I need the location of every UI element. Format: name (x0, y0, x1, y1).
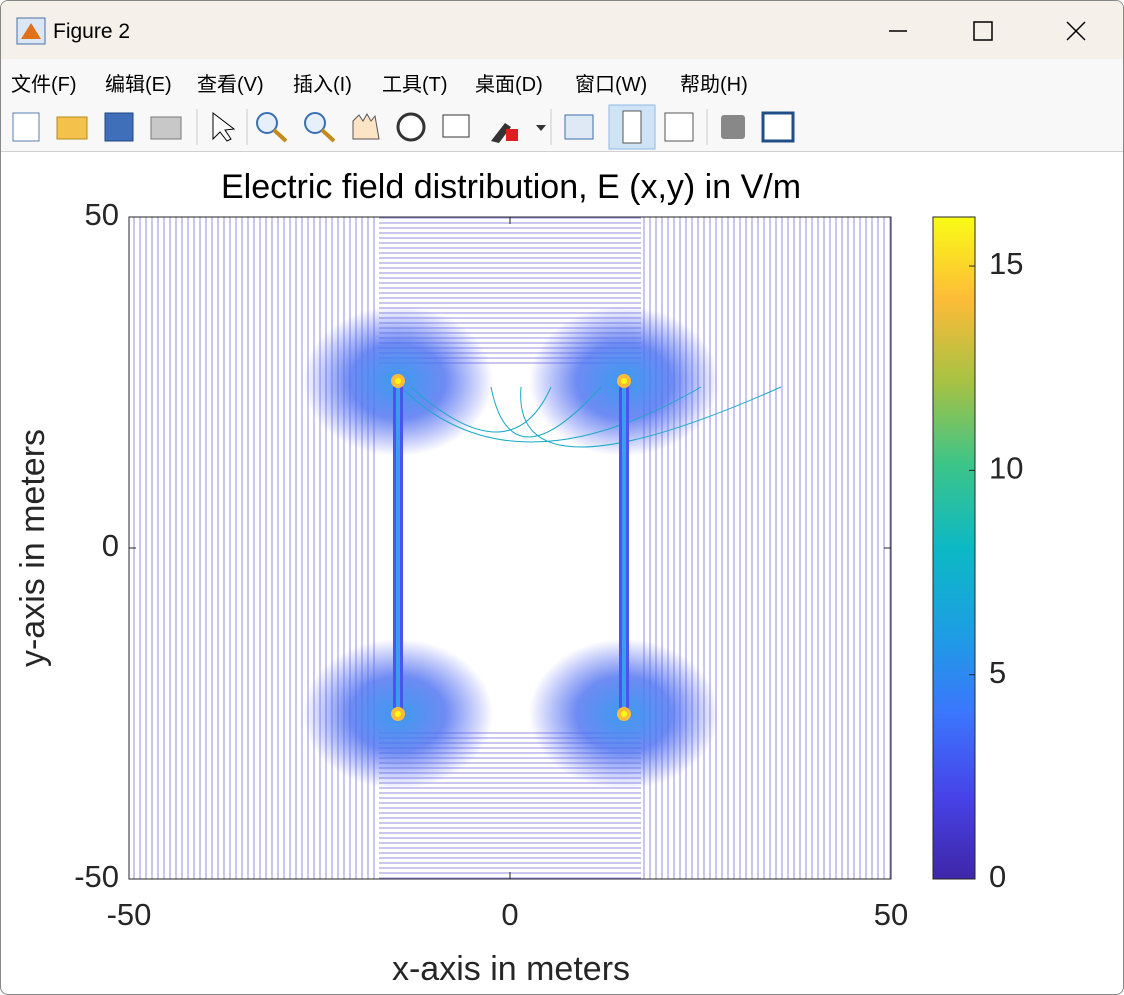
zoom-out-button[interactable] (304, 112, 326, 134)
hide-plot-tools-button[interactable] (721, 115, 745, 139)
pointer-button[interactable] (212, 111, 236, 142)
inner-contour (400, 386, 702, 443)
maximize-button[interactable] (973, 21, 993, 41)
colorbar (932, 216, 976, 880)
colorbar-tick-label: 0 (989, 859, 1006, 894)
y-axis-label: y-axis in meters (14, 429, 52, 667)
contour-lines-right (641, 217, 891, 879)
x-tick-label: 50 (874, 897, 908, 932)
x-tick-label: 0 (501, 897, 518, 932)
hotspot-core (395, 378, 401, 384)
brush-dropdown[interactable] (536, 125, 546, 131)
link-button[interactable] (564, 114, 594, 140)
title-bar-graphics (16, 17, 1086, 45)
menu-item[interactable]: 查看(V) (197, 74, 264, 96)
zoom-out-handle (320, 128, 336, 143)
new-button[interactable] (12, 112, 40, 142)
datatip-button[interactable] (442, 114, 470, 138)
hotspot-core (621, 378, 627, 384)
open-button[interactable] (56, 116, 88, 140)
pan-button[interactable] (352, 112, 380, 140)
zoom-in-handle (272, 128, 288, 143)
y-tick-label: 0 (102, 528, 119, 563)
show-plot-tools-button[interactable] (761, 111, 795, 143)
app-icon-peak (21, 23, 41, 39)
electrode-core (396, 384, 400, 714)
inner-contour (410, 386, 552, 433)
brush-button[interactable] (491, 123, 511, 143)
toolbar (1, 101, 1123, 152)
y-tick-label: -50 (74, 859, 119, 894)
menu-item[interactable]: 桌面(D) (475, 74, 543, 96)
menu-bar: 文件(F) 编辑(E) 查看(V) 插入(I) 工具(T) 桌面(D) 窗口(W) 帮助(H) (1, 59, 1123, 101)
menu-item[interactable]: 文件(F) (11, 74, 77, 96)
inner-contour (520, 386, 782, 448)
print-button[interactable] (150, 116, 182, 140)
y-tick-label: 50 (85, 197, 119, 232)
colorbar-tick-label: 10 (989, 451, 1023, 486)
menu-item[interactable]: 编辑(E) (105, 74, 172, 96)
menu-item[interactable]: 插入(I) (293, 74, 352, 96)
contour-lines-left (129, 217, 379, 879)
inner-contour (490, 386, 602, 438)
window-title: Figure 2 (53, 20, 131, 43)
x-tick-label: -50 (107, 897, 152, 932)
title-bar: Figure 2 (1, 1, 1123, 59)
colorbar-button-icon (622, 110, 642, 144)
menu-item[interactable]: 帮助(H) (680, 74, 748, 96)
save-button[interactable] (104, 112, 134, 142)
colorbar-tick-label: 15 (989, 246, 1023, 281)
rotate-button[interactable] (396, 112, 426, 142)
toolbar-icons (12, 104, 795, 150)
brush-color (506, 129, 518, 141)
menu-item[interactable]: 窗口(W) (575, 74, 648, 96)
hotspot-core (395, 711, 401, 717)
chart-title: Electric field distribution, E (x,y) in … (221, 168, 801, 206)
electrode-core (622, 384, 626, 714)
close-button[interactable] (1066, 21, 1086, 41)
legend-button[interactable] (664, 112, 694, 142)
contour-field (129, 217, 891, 879)
hotspot-core (621, 711, 627, 717)
menu-item[interactable]: 工具(T) (382, 74, 448, 96)
x-axis-label: x-axis in meters (392, 950, 630, 988)
colorbar-tick-label: 5 (989, 655, 1006, 690)
zoom-in-button[interactable] (256, 112, 278, 134)
